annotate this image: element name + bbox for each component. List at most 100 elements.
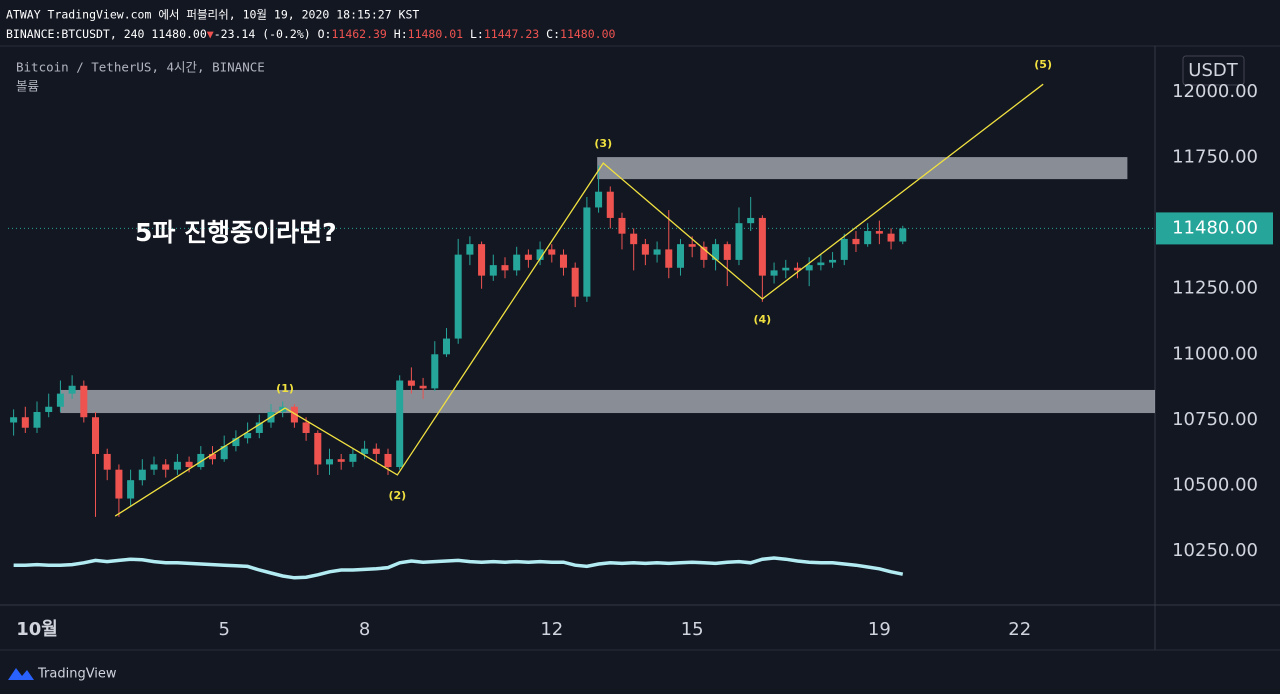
- footer-logo: [8, 668, 34, 680]
- high-value: 11480.01: [408, 27, 463, 41]
- candle-body: [10, 417, 18, 423]
- publish-line: ATWAY TradingView.com 에서 퍼블리쉬, 10월 19, 2…: [6, 8, 419, 22]
- candle-body: [442, 338, 450, 355]
- candle-body: [372, 448, 380, 454]
- candle-body: [817, 262, 825, 266]
- candle-body: [887, 233, 895, 242]
- wave-label: (2): [388, 489, 406, 502]
- wave-label: (5): [1034, 58, 1052, 71]
- volume-line: [13, 556, 904, 580]
- candle-body: [150, 464, 158, 470]
- candle-body: [501, 265, 509, 271]
- candle-body: [208, 453, 217, 460]
- candle-body: [337, 459, 345, 462]
- candle-body: [384, 453, 392, 468]
- candle-body: [688, 244, 696, 247]
- candle-body: [712, 244, 720, 260]
- candle-body: [735, 223, 743, 260]
- x-tick-label: 12: [540, 619, 563, 640]
- candle-body: [103, 453, 111, 470]
- candle-body: [559, 254, 567, 268]
- legend-title: Bitcoin / TetherUS, 4시간, BINANCE: [16, 60, 265, 75]
- candle-body: [747, 217, 755, 224]
- candle-body: [45, 406, 53, 412]
- candle-body: [489, 265, 497, 276]
- candle-body: [700, 246, 708, 260]
- candle-body: [21, 417, 29, 428]
- candle-body: [606, 191, 614, 218]
- zone: [597, 157, 1128, 180]
- candle-body: [583, 207, 591, 297]
- change: -23.14 (-0.2%): [214, 27, 311, 41]
- candle-body: [805, 265, 813, 271]
- last-price-label: 11480.00: [1172, 217, 1258, 238]
- y-tick-label: 10500.00: [1172, 474, 1258, 495]
- currency: USDT: [1188, 60, 1238, 81]
- y-tick-label: 11000.00: [1172, 343, 1258, 364]
- candle-body: [325, 459, 334, 465]
- footer-brand: TradingView: [37, 667, 117, 682]
- candle-body: [115, 469, 123, 499]
- candle-body: [255, 422, 263, 433]
- low-label: L:: [470, 27, 484, 41]
- candle-body: [127, 480, 135, 499]
- candle-body: [33, 411, 41, 428]
- x-tick-label: 5: [218, 619, 229, 640]
- candle-body: [173, 461, 181, 470]
- candle-body: [197, 453, 205, 468]
- logo-icon: [8, 668, 34, 680]
- y-tick-label: 12000.00: [1172, 81, 1258, 102]
- candle-body: [864, 231, 872, 245]
- candle-body: [232, 438, 240, 447]
- open-label: O:: [318, 27, 332, 41]
- candle-body: [723, 244, 731, 260]
- candle-body: [361, 448, 369, 454]
- symbol: BINANCE:BTCUSDT, 240 11480.00: [6, 27, 207, 41]
- zone: [60, 389, 1156, 414]
- candle-body: [829, 259, 837, 263]
- close-label: C:: [546, 27, 560, 41]
- candle-body: [782, 267, 790, 271]
- candle-body: [419, 385, 427, 389]
- candle-body: [676, 244, 684, 268]
- candle-body: [396, 380, 404, 468]
- y-tick-label: 10750.00: [1172, 409, 1258, 430]
- candle-body: [793, 267, 801, 271]
- wave-line: [114, 83, 1044, 517]
- x-tick-label: 10월: [16, 619, 58, 640]
- change-arrow: ▼: [207, 27, 214, 41]
- candle-body: [56, 393, 64, 407]
- candle-body: [407, 380, 415, 386]
- low-value: 11447.23: [484, 27, 539, 41]
- candle-body: [630, 233, 638, 245]
- wave-label: (4): [754, 313, 772, 326]
- candle-body: [454, 254, 462, 339]
- candle-body: [852, 238, 860, 245]
- annotation: 5파 진행중이라면?: [135, 218, 337, 247]
- x-tick-label: 19: [868, 619, 891, 640]
- candle-body: [244, 432, 252, 439]
- candle-body: [185, 461, 193, 468]
- plot: [8, 83, 1156, 580]
- close-value: 11480.00: [560, 27, 615, 41]
- currency-box[interactable]: [1182, 55, 1245, 86]
- candle-body: [162, 464, 170, 470]
- x-tick-label: 22: [1008, 619, 1031, 640]
- candle-body: [618, 217, 626, 234]
- candle-body: [138, 469, 146, 481]
- ohlc-line: BINANCE:BTCUSDT, 240 11480.00▼-23.14 (-0…: [6, 27, 615, 41]
- high-label: H:: [394, 27, 408, 41]
- candle-body: [536, 249, 544, 260]
- legend-volume: 볼륨: [16, 79, 39, 94]
- candle-body: [349, 453, 357, 462]
- last-price-tag: [1156, 212, 1273, 245]
- candle-body: [524, 254, 532, 260]
- candle-body: [314, 432, 322, 465]
- candle-body: [220, 446, 228, 460]
- candle-body: [513, 254, 521, 271]
- y-tick-label: 10250.00: [1172, 540, 1258, 561]
- candle-body: [466, 244, 474, 255]
